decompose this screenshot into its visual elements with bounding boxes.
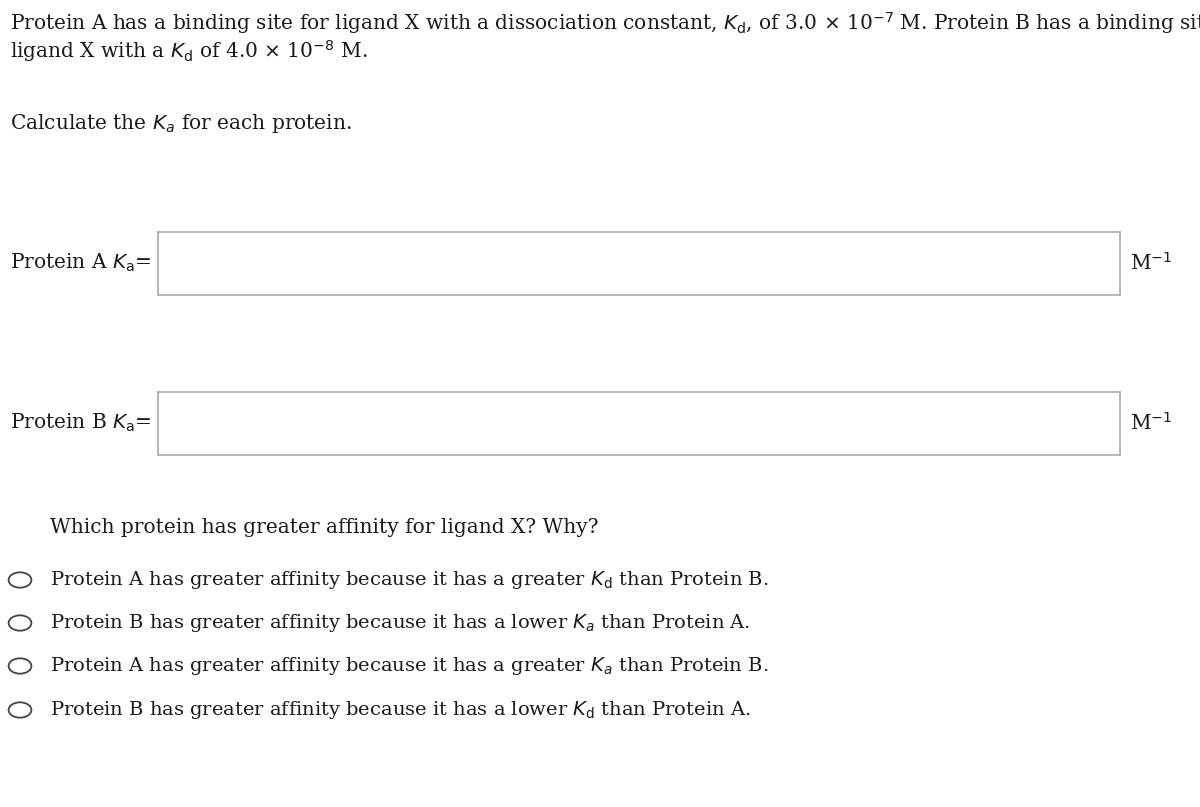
Text: Protein A $K_\mathrm{a}$=: Protein A $K_\mathrm{a}$=: [10, 252, 151, 274]
Text: Protein B $K_\mathrm{a}$=: Protein B $K_\mathrm{a}$=: [10, 412, 151, 434]
Text: Protein A has greater affinity because it has a greater $K_a$ than Protein B.: Protein A has greater affinity because i…: [50, 655, 768, 677]
Text: M$^{-1}$: M$^{-1}$: [1130, 412, 1172, 434]
Text: ligand X with a $K_\mathrm{d}$ of 4.0 $\times$ 10$^{-8}$ M.: ligand X with a $K_\mathrm{d}$ of 4.0 $\…: [10, 38, 367, 64]
Text: Protein A has a binding site for ligand X with a dissociation constant, $K_\math: Protein A has a binding site for ligand …: [10, 10, 1200, 36]
Text: Protein B has greater affinity because it has a lower $K_a$ than Protein A.: Protein B has greater affinity because i…: [50, 612, 750, 634]
Text: M$^{-1}$: M$^{-1}$: [1130, 252, 1172, 274]
Text: Which protein has greater affinity for ligand X? Why?: Which protein has greater affinity for l…: [50, 518, 599, 537]
Text: Protein A has greater affinity because it has a greater $K_\mathrm{d}$ than Prot: Protein A has greater affinity because i…: [50, 569, 769, 591]
Text: Calculate the $K_a$ for each protein.: Calculate the $K_a$ for each protein.: [10, 112, 352, 135]
Text: Protein B has greater affinity because it has a lower $K_\mathrm{d}$ than Protei: Protein B has greater affinity because i…: [50, 699, 750, 721]
